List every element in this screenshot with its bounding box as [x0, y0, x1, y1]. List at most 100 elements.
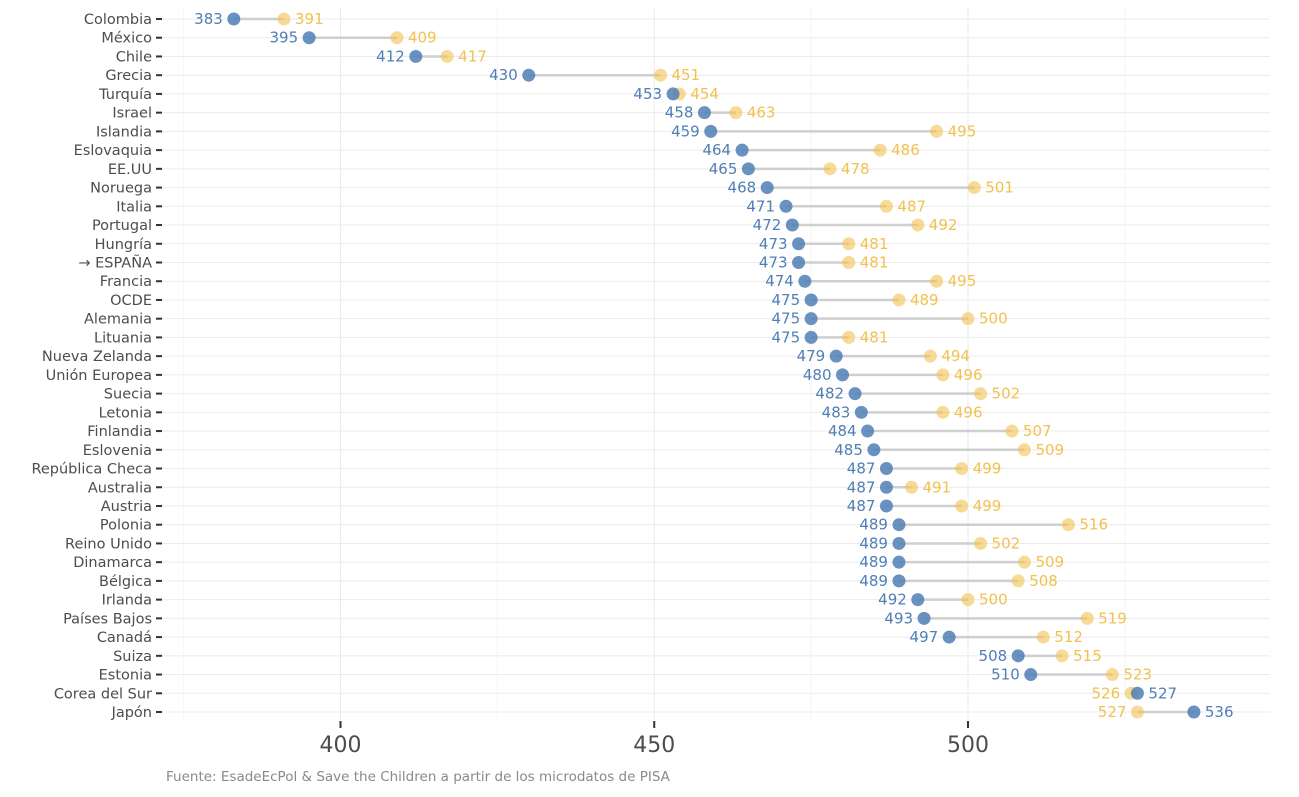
value-label-series-b: 509: [1035, 441, 1064, 459]
point-series-b: [1061, 518, 1075, 532]
category-label: Nueva Zelanda: [42, 349, 152, 365]
category-label: Japón: [111, 705, 152, 721]
value-label-series-a: 479: [797, 347, 826, 365]
point-series-b: [873, 143, 887, 157]
point-series-a: [735, 143, 749, 157]
point-series-a: [227, 12, 241, 26]
value-label-series-a: 472: [753, 216, 782, 234]
value-label-series-b: 495: [948, 272, 977, 290]
value-label-series-a: 480: [803, 366, 832, 384]
point-series-a: [861, 424, 875, 438]
category-label: República Checa: [31, 462, 152, 478]
value-label-series-b: 526: [1092, 684, 1121, 702]
value-label-series-a: 473: [759, 253, 788, 271]
point-series-a: [829, 349, 843, 363]
category-label: Australia: [88, 480, 152, 496]
value-label-series-a: 459: [671, 122, 700, 140]
point-series-b: [955, 499, 969, 513]
value-label-series-a: 468: [728, 179, 757, 197]
x-tick-label: 450: [633, 733, 675, 758]
value-label-series-a: 527: [1148, 684, 1177, 702]
point-series-a: [666, 87, 680, 101]
point-series-b: [1017, 555, 1031, 569]
value-label-series-a: 464: [702, 141, 731, 159]
point-series-b: [961, 312, 975, 326]
point-series-b: [842, 255, 856, 269]
value-label-series-b: 519: [1098, 609, 1127, 627]
point-series-b: [1080, 611, 1094, 625]
value-label-series-a: 395: [269, 29, 298, 47]
value-label-series-a: 475: [771, 310, 800, 328]
value-label-series-b: 516: [1079, 516, 1108, 534]
category-label: Hungría: [95, 237, 152, 253]
value-label-series-b: 454: [690, 85, 719, 103]
category-label: Islandia: [96, 124, 152, 140]
x-axis-ticks: 400 450 500: [320, 721, 989, 758]
value-label-series-b: 500: [979, 310, 1008, 328]
point-series-b: [905, 480, 919, 494]
point-series-b: [1055, 649, 1069, 663]
category-label: Portugal: [92, 218, 152, 234]
point-series-b: [923, 349, 937, 363]
category-label: Suiza: [113, 649, 152, 665]
value-label-series-b: 527: [1098, 703, 1127, 721]
point-series-a: [917, 611, 931, 625]
value-label-series-a: 497: [910, 628, 939, 646]
point-series-b: [1036, 630, 1050, 644]
value-label-series-a: 536: [1205, 703, 1234, 721]
point-series-a: [1130, 686, 1144, 700]
value-label-series-b: 489: [910, 291, 939, 309]
value-label-series-b: 463: [747, 104, 776, 122]
value-label-series-b: 409: [408, 29, 437, 47]
point-series-a: [792, 255, 806, 269]
value-label-series-a: 383: [194, 10, 223, 28]
value-label-series-a: 489: [859, 553, 888, 571]
category-label: Noruega: [90, 181, 152, 197]
point-series-a: [697, 106, 711, 120]
point-series-b: [1105, 668, 1119, 682]
category-label: Polonia: [100, 518, 152, 534]
point-series-b: [911, 218, 925, 232]
point-series-a: [409, 49, 423, 63]
point-series-b: [1017, 443, 1031, 457]
value-label-series-b: 509: [1035, 553, 1064, 571]
value-label-series-b: 492: [929, 216, 958, 234]
category-labels: Colombia México Chile Grecia Turquía Israel Is…: [31, 12, 162, 721]
value-label-series-b: 508: [1029, 572, 1058, 590]
point-series-b: [1130, 705, 1144, 719]
category-label: Países Bajos: [63, 611, 152, 627]
category-label: Colombia: [84, 12, 152, 28]
value-label-series-a: 485: [834, 441, 863, 459]
category-label: México: [101, 31, 152, 47]
chart-caption: Fuente: EsadeEcPol & Save the Children a…: [166, 769, 671, 785]
value-label-series-a: 493: [884, 609, 913, 627]
category-label: Suecia: [104, 387, 152, 403]
point-series-b: [842, 237, 856, 251]
point-series-a: [879, 499, 893, 513]
point-series-b: [654, 68, 668, 82]
point-series-a: [867, 443, 881, 457]
value-label-series-a: 487: [847, 478, 876, 496]
category-label: Eslovaquia: [74, 143, 152, 159]
value-label-series-b: 494: [941, 347, 970, 365]
value-label-series-a: 508: [979, 647, 1008, 665]
value-label-series-b: 451: [672, 66, 701, 84]
value-label-series-a: 483: [822, 403, 851, 421]
x-tick-label: 400: [320, 733, 362, 758]
point-series-a: [879, 462, 893, 476]
category-label: Dinamarca: [73, 555, 152, 571]
category-label: Eslovenia: [83, 443, 152, 459]
value-label-series-b: 502: [992, 534, 1021, 552]
value-label-series-b: 486: [891, 141, 920, 159]
point-series-b: [440, 49, 454, 63]
point-series-a: [792, 237, 806, 251]
value-label-series-b: 491: [923, 478, 952, 496]
category-label: Finlandia: [87, 424, 152, 440]
data-points: [227, 12, 1201, 719]
value-label-series-b: 499: [973, 460, 1002, 478]
value-label-series-b: 496: [954, 403, 983, 421]
value-label-series-b: 478: [841, 160, 870, 178]
category-label: Lituania: [94, 330, 152, 346]
point-series-a: [1011, 649, 1025, 663]
